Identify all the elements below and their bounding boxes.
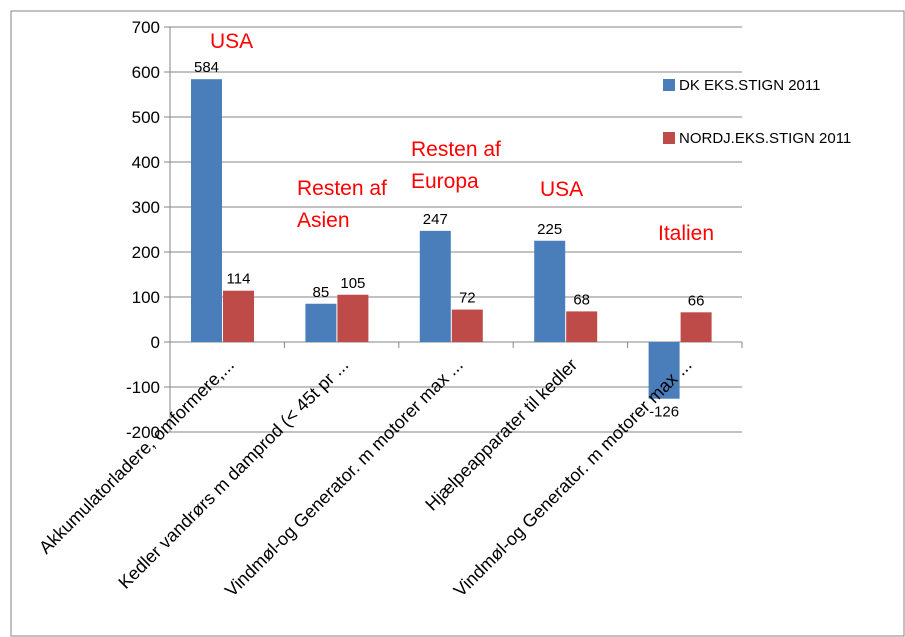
axes: -200 -100 0 100 200 300 400 500 600 700 [126,18,743,442]
y-tick-label: 100 [132,288,160,307]
annotation: USA [210,30,253,53]
bar-series-1 [534,240,566,342]
y-tick-label: -200 [126,423,160,442]
annotation: Resten af [411,138,501,161]
y-tick-label: 300 [132,198,160,217]
annotation: Asien [297,209,350,232]
y-tick-label: 0 [151,333,160,352]
gridlines [170,26,742,433]
data-label: 85 [313,284,330,301]
y-tick-label: 500 [132,108,160,127]
y-tick-label: -100 [126,378,160,397]
legend: DK EKS.STIGN 2011 NORDJ.EKS.STIGN 2011 [663,77,851,147]
data-label: 584 [194,59,219,76]
legend-swatch [663,79,675,91]
data-label: 225 [537,221,562,238]
bars [191,79,712,399]
data-label: 72 [459,290,476,307]
y-tick-label: 600 [132,63,160,82]
bar-series-2 [451,309,483,342]
y-tick-label: 400 [132,153,160,172]
bar-series-1 [648,342,680,399]
annotations: USA Resten af Asien Resten af Europa USA Itali… [210,30,714,245]
legend-label: NORDJ.EKS.STIGN 2011 [679,130,851,147]
data-label: -126 [649,404,679,421]
y-tick-label: 700 [132,18,160,37]
legend-swatch [663,132,675,144]
data-label: 247 [423,211,448,228]
annotation: Italien [658,222,714,245]
bar-series-1 [305,303,337,342]
bar-series-2 [680,312,712,342]
y-tick-label: 200 [132,243,160,262]
legend-label: DK EKS.STIGN 2011 [679,77,820,94]
bar-series-1 [191,79,222,342]
annotation: USA [540,178,583,201]
annotation: Resten af [297,177,387,200]
data-label: 105 [340,275,365,292]
data-label: 114 [227,271,251,288]
data-labels: 584 85 247 225 -126 114 105 72 68 66 [194,59,704,421]
data-label: 68 [573,291,590,308]
bar-series-2 [566,311,598,342]
bar-series-2 [337,294,369,342]
bar-series-2 [223,290,254,342]
annotation: Europa [411,170,479,193]
data-label: 66 [688,292,705,309]
bar-series-1 [419,230,451,342]
